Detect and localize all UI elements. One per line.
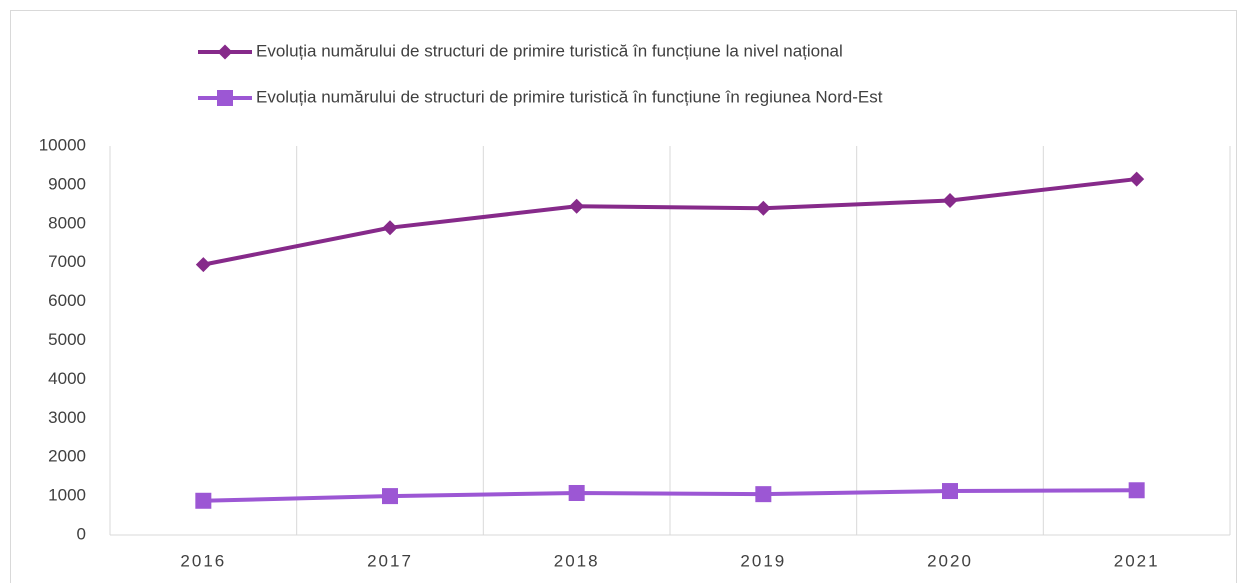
y-tick-label: 9000 (48, 174, 86, 193)
x-tick-label: 2017 (367, 551, 413, 570)
series-line (203, 488, 1137, 503)
legend-label: Evoluția numărului de structuri de primi… (256, 87, 883, 106)
data-point (942, 483, 958, 500)
series-line (202, 177, 1137, 267)
data-point (382, 488, 398, 505)
data-point (569, 198, 585, 214)
y-tick-label: 1000 (48, 486, 86, 505)
x-tick-label: 2016 (180, 551, 226, 570)
y-tick-label: 2000 (48, 447, 86, 466)
data-point (942, 192, 958, 208)
y-tick-label: 4000 (48, 369, 86, 388)
x-tick-label: 2021 (1114, 551, 1160, 570)
x-tick-label: 2020 (927, 551, 973, 570)
data-point (1129, 171, 1145, 187)
data-point (195, 257, 211, 273)
data-point (195, 492, 212, 509)
data-point (382, 220, 398, 236)
legend-marker (217, 90, 233, 106)
x-tick-label: 2019 (740, 551, 786, 570)
x-tick-label: 2018 (554, 551, 600, 570)
y-tick-label: 10000 (39, 135, 86, 154)
data-point (755, 486, 772, 503)
data-point (568, 484, 585, 501)
y-tick-label: 3000 (48, 408, 86, 427)
y-tick-label: 6000 (48, 291, 86, 310)
data-point (1128, 482, 1145, 499)
legend-label: Evoluția numărului de structuri de primi… (256, 41, 843, 60)
y-tick-label: 0 (77, 524, 86, 543)
y-tick-label: 8000 (48, 213, 86, 232)
y-tick-label: 7000 (48, 252, 86, 271)
y-tick-label: 5000 (48, 330, 86, 349)
legend-marker (217, 44, 233, 60)
data-point (755, 200, 771, 216)
